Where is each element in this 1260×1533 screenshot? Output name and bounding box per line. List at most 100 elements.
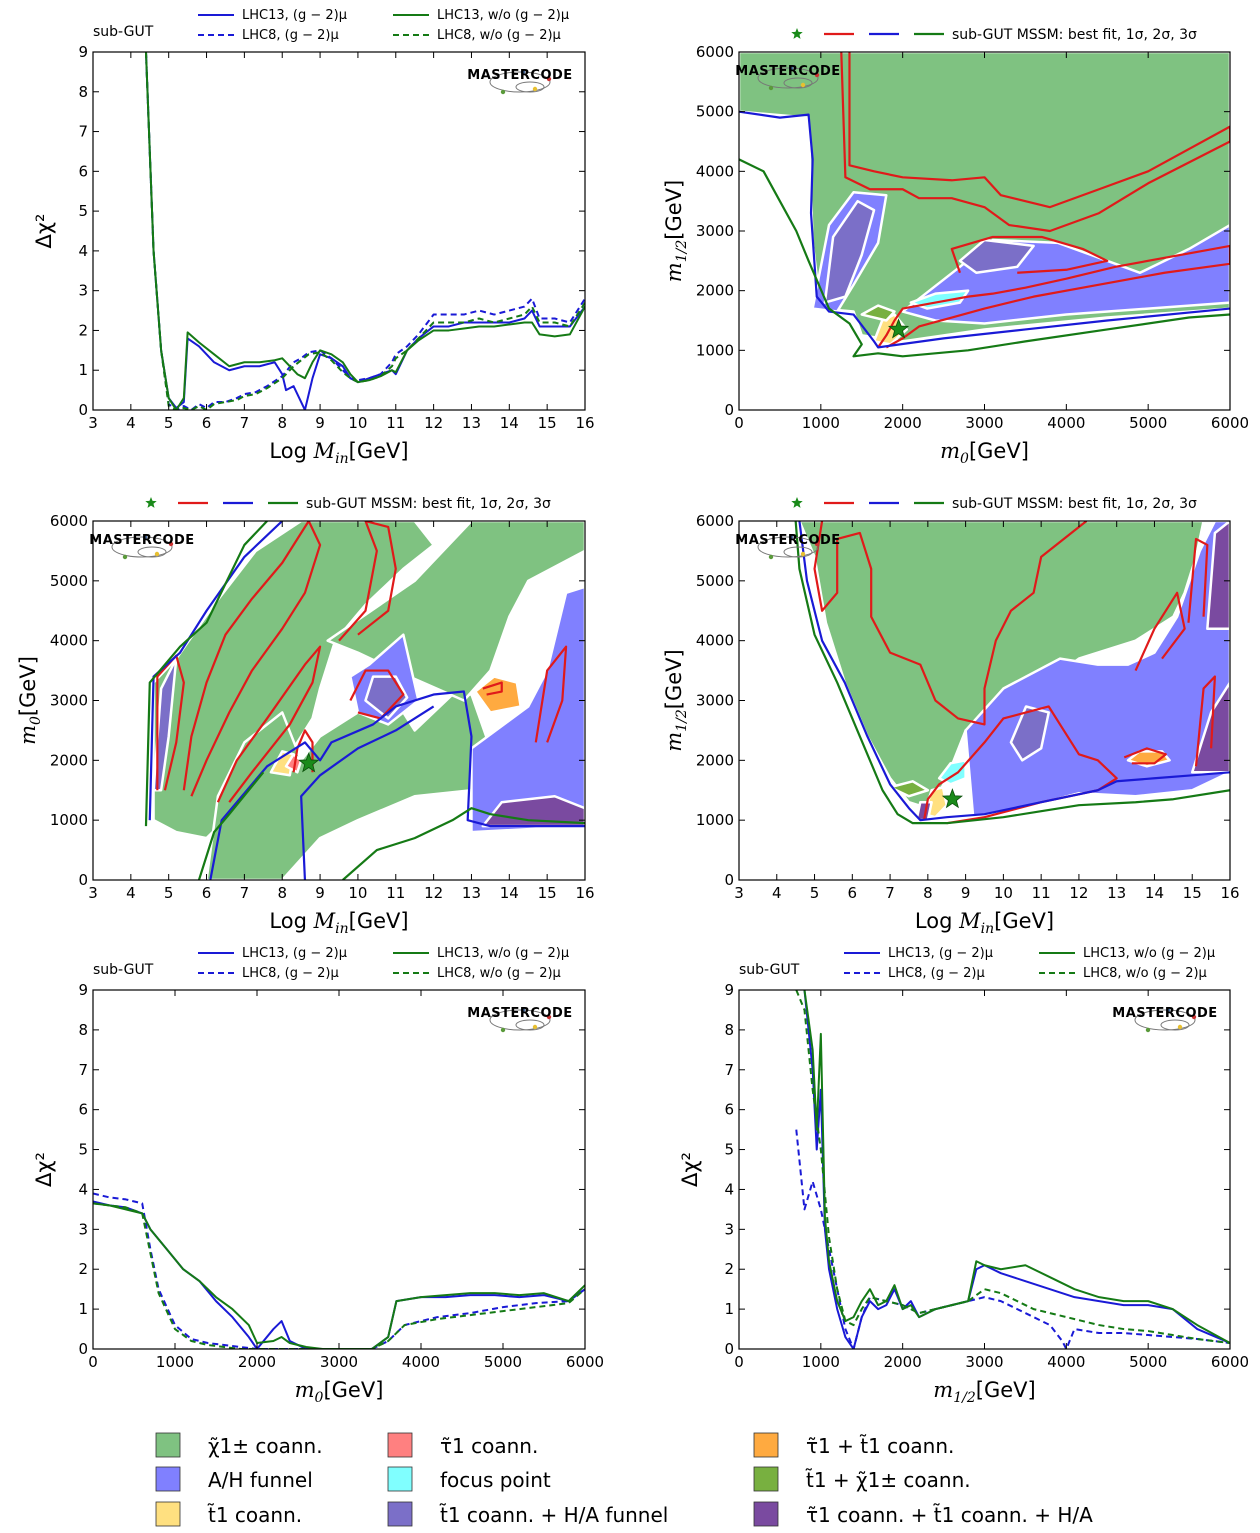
key-swatch-stau_stop_HA	[753, 1501, 779, 1527]
series-2-green-solid	[803, 990, 1230, 1344]
logo-dot-green	[768, 85, 774, 91]
logo-dot-yellow	[532, 86, 538, 92]
contour-1σ-2	[840, 52, 1230, 233]
x-tick-label: 6000	[566, 1353, 604, 1371]
legend-entry: LHC13, (g − 2)μ	[888, 946, 993, 961]
y-tick-label: 0	[78, 401, 88, 419]
y-tick-label: 4	[78, 242, 88, 260]
key-swatch-funnel	[155, 1466, 181, 1492]
mastercode-logo: MASTERCODE	[89, 533, 194, 560]
y-tick-label: 9	[724, 981, 734, 999]
x-tick-label: 0	[88, 1353, 98, 1371]
y-tick-label: 2	[78, 1260, 88, 1278]
x-tick-label: 6000	[1211, 414, 1249, 432]
y-tick-label: 1	[724, 1300, 734, 1318]
x-tick-label: 6	[202, 414, 212, 432]
logo-dot-green	[1145, 1027, 1151, 1033]
contour-2σ-8	[148, 521, 283, 821]
plot-area	[93, 1192, 585, 1349]
logo-text: MASTERCODE	[467, 68, 572, 83]
x-tick-label: 14	[500, 414, 519, 432]
x-tick-label: 3000	[965, 414, 1003, 432]
y-tick-label: 4	[78, 1180, 88, 1198]
x-tick-label: 4	[126, 414, 136, 432]
contour-legend-text: sub-GUT MSSM: best fit, 1σ, 2σ, 3σ	[952, 496, 1197, 512]
y-axis-label: Δχ²	[32, 214, 56, 249]
best-fit-star	[941, 788, 963, 809]
series-1-blue-dashed	[795, 1129, 1230, 1349]
y-tick-label: 2000	[696, 282, 734, 300]
contour-1σ-2	[1123, 747, 1167, 765]
line-legend: sub-GUT LHC13, (g − 2)μ LHC8, (g − 2)μ LHC1…	[93, 8, 569, 43]
contour-3σ-4	[739, 158, 1230, 358]
region-stop_funnel-10	[152, 657, 178, 792]
key-swatch-chargino	[155, 1432, 181, 1458]
x-tick-label: 11	[386, 884, 405, 902]
key-label-stau_stop_HA: τ̃1 coann. + t̃1 coann. + H/A	[806, 1503, 1093, 1527]
y-tick-label: 3000	[50, 692, 88, 710]
x-tick-label: 15	[538, 414, 557, 432]
x-tick-label: 9	[961, 884, 971, 902]
y-tick-label: 2000	[696, 751, 734, 769]
logo-dot-blue	[1165, 1007, 1171, 1013]
logo-dot-green	[500, 1027, 506, 1033]
x-tick-label: 7	[240, 414, 250, 432]
x-axis-label: Log Min[GeV]	[915, 909, 1054, 937]
region-funnel-5	[470, 585, 585, 834]
x-tick-label: 3000	[965, 1353, 1003, 1371]
x-tick-label: 9	[315, 414, 325, 432]
series-3-green-dashed	[93, 1202, 585, 1349]
x-tick-label: 8	[923, 884, 933, 902]
y-tick-label: 1000	[50, 811, 88, 829]
x-tick-label: 2000	[238, 1353, 276, 1371]
logo-dot-blue	[788, 534, 794, 540]
mastercode-logo: MASTERCODE	[1112, 1006, 1217, 1033]
key-swatch-stop	[155, 1501, 181, 1527]
x-tick-label: 4000	[1047, 414, 1085, 432]
logo-ellipse	[111, 536, 173, 558]
y-tick-label: 6	[724, 1101, 734, 1119]
legend-best-fit-star	[791, 497, 803, 508]
logo-dot-red	[168, 541, 174, 547]
contour-1σ-4	[1187, 537, 1209, 623]
contour-2σ-3	[739, 110, 1230, 349]
mastercode-logo: MASTERCODE	[467, 1006, 572, 1033]
x-tick-label: 4	[126, 884, 136, 902]
legend-entry: LHC13, (g − 2)μ	[242, 8, 347, 23]
logo-text: MASTERCODE	[1112, 1006, 1217, 1021]
y-tick-label: 2000	[50, 751, 88, 769]
series-1-blue-dashed	[144, 52, 585, 410]
plot-p2: 0 1000 2000 3000 4000 5000 6000 0 1000 2000 3000 40…	[662, 43, 1249, 467]
line-legend: sub-GUT LHC13, (g − 2)μ LHC8, (g − 2)μ LHC1…	[739, 946, 1215, 981]
series-0-blue-solid	[144, 52, 585, 410]
x-tick-label: 8	[277, 884, 287, 902]
x-tick-label: 16	[1220, 884, 1239, 902]
x-axis-label: m1/2[GeV]	[933, 1378, 1035, 1406]
mastercode-logo: MASTERCODE	[735, 64, 840, 91]
y-tick-label: 7	[78, 123, 88, 141]
key-swatch-stau	[387, 1432, 413, 1458]
contour-3σ-13	[342, 807, 585, 880]
key-label-stau: τ̃1 coann.	[440, 1434, 538, 1458]
contour-3σ-7	[794, 521, 1230, 825]
key-swatch-stau_stop	[753, 1432, 779, 1458]
series-3-green-dashed	[795, 990, 1230, 1345]
contour-legend: sub-GUT MSSM: best fit, 1σ, 2σ, 3σ	[791, 496, 1197, 512]
y-axis-label: m1/2[GeV]	[662, 649, 690, 751]
contour-1σ-4	[349, 669, 405, 720]
x-tick-label: 6000	[1211, 1353, 1249, 1371]
region-stop_funnel-2	[823, 199, 876, 304]
legend-best-fit-star	[791, 28, 803, 39]
y-tick-label: 5	[724, 1141, 734, 1159]
region-stau_stop_HA-4	[1206, 521, 1230, 630]
logo-ellipse	[757, 536, 819, 558]
legend-entry: LHC13, w/o (g − 2)μ	[437, 8, 569, 23]
x-axis-label: Log Min[GeV]	[269, 439, 408, 467]
x-tick-label: 1000	[802, 1353, 840, 1371]
y-tick-label: 4000	[696, 632, 734, 650]
best-fit-star	[887, 318, 910, 339]
logo-dot-yellow	[800, 82, 806, 88]
x-tick-label: 3	[734, 884, 744, 902]
x-tick-label: 1000	[802, 414, 840, 432]
x-tick-label: 16	[575, 884, 594, 902]
